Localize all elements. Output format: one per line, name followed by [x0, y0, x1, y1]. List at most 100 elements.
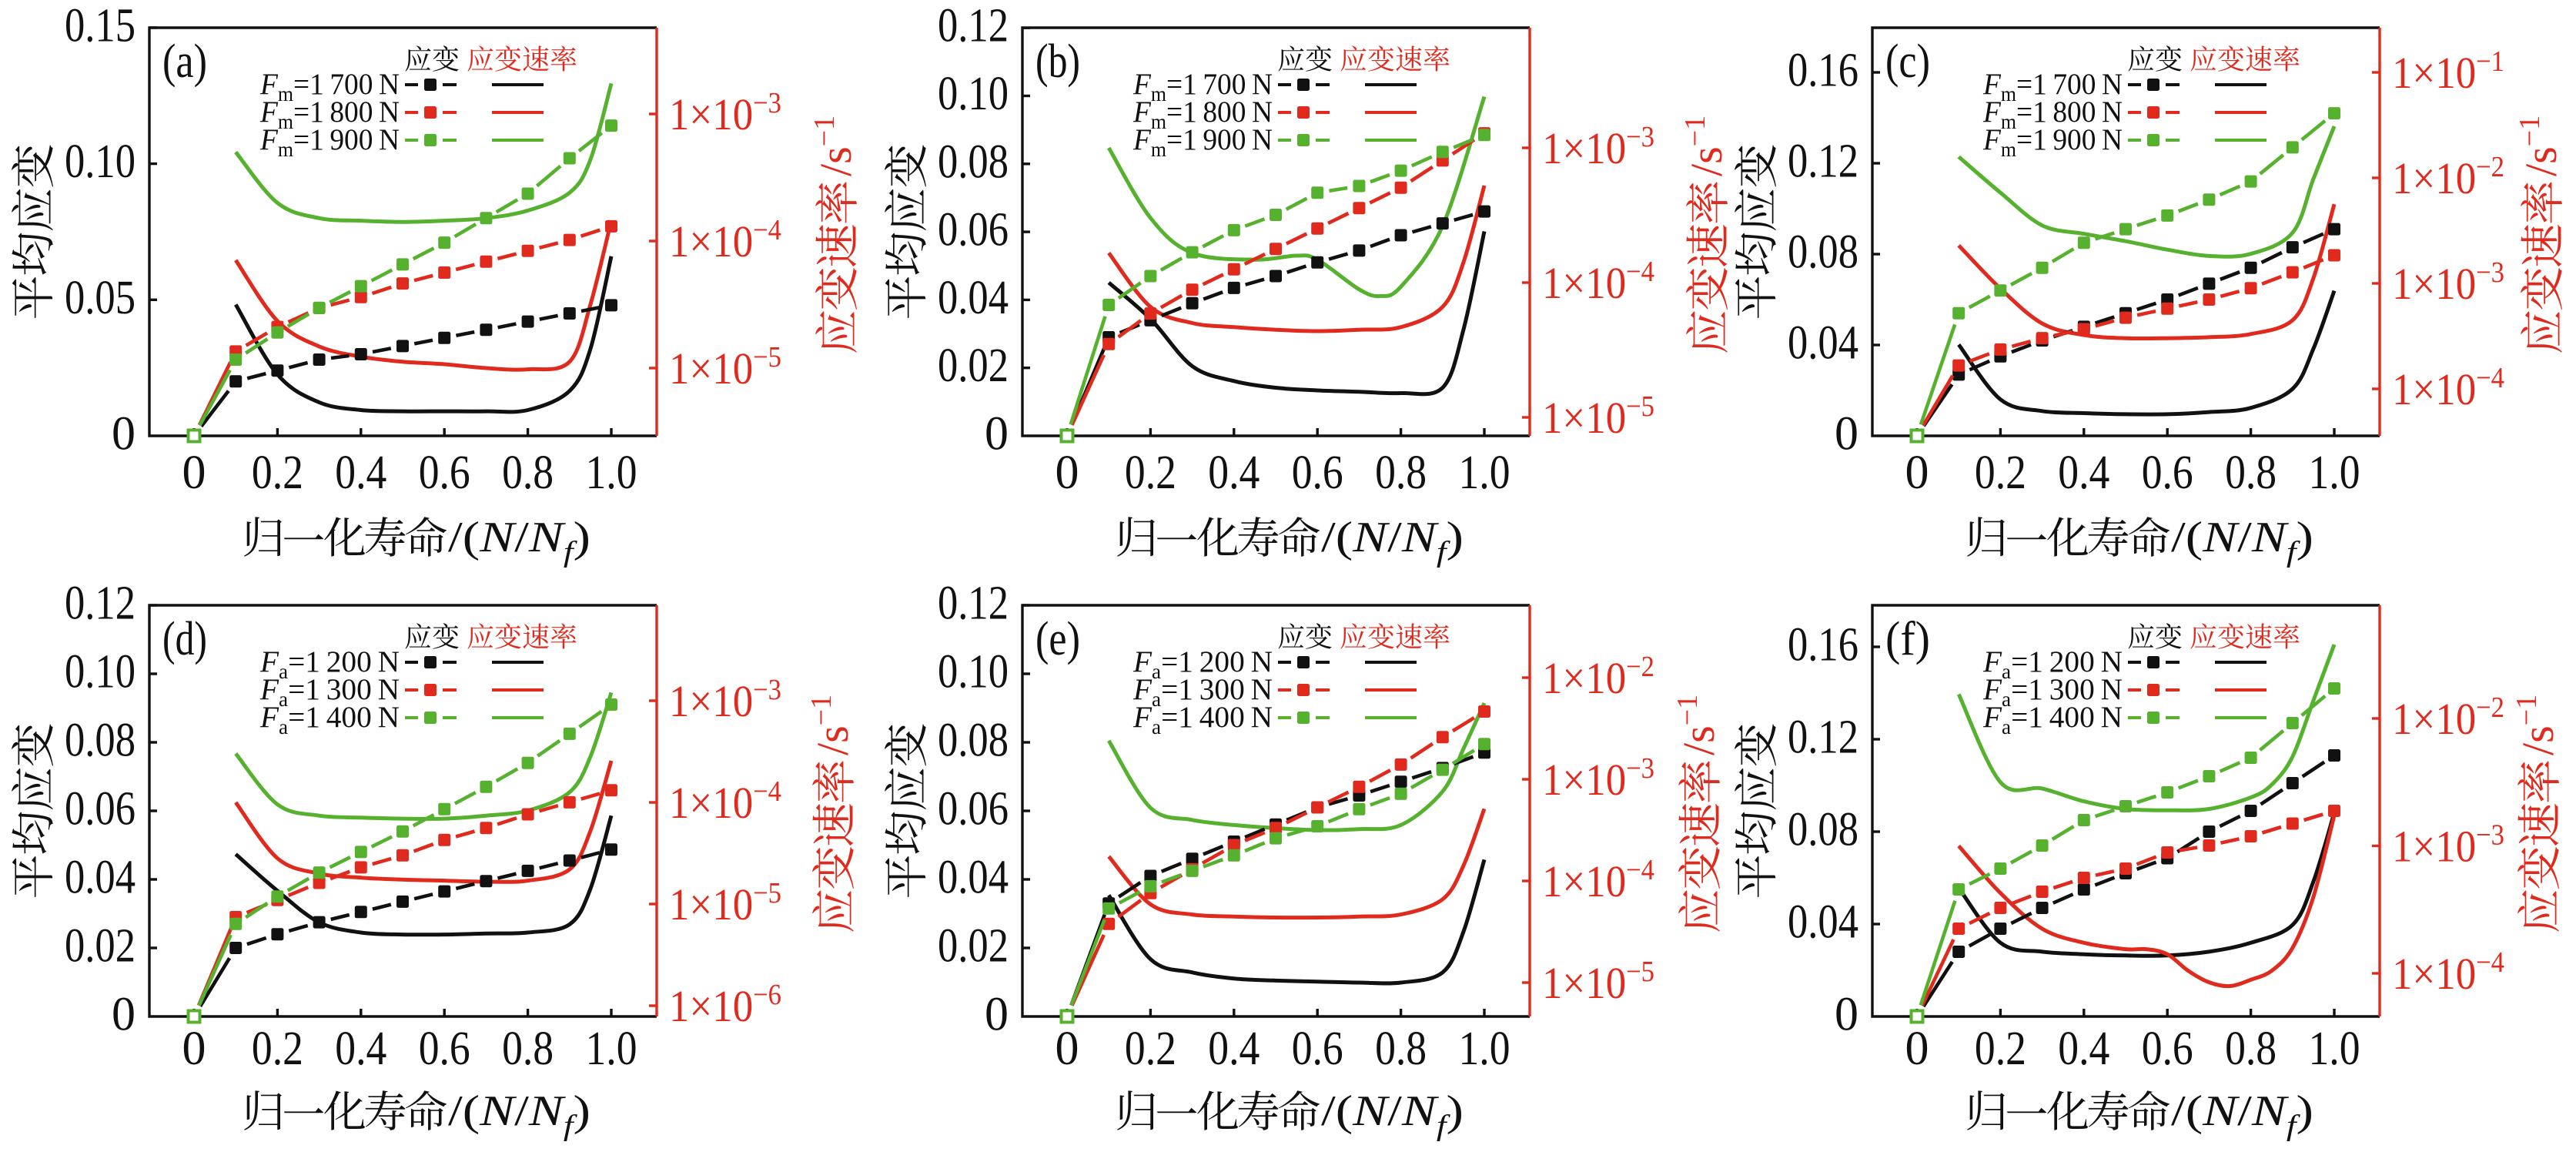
svg-text:0.04: 0.04 [1788, 896, 1858, 949]
svg-text:1.0: 1.0 [1459, 1023, 1510, 1075]
svg-text:1.0: 1.0 [2309, 447, 2360, 499]
svg-text:/s−1: /s−1 [2514, 116, 2566, 176]
svg-text:0.08: 0.08 [1788, 226, 1858, 279]
svg-text:1×10−4: 1×10−4 [2392, 362, 2504, 414]
svg-text:1×10−6: 1×10−6 [669, 979, 781, 1031]
svg-text:0.4: 0.4 [1208, 447, 1260, 499]
svg-text:1×10−3: 1×10−3 [2392, 256, 2504, 309]
svg-text:1×10−1: 1×10−1 [2392, 45, 2504, 98]
svg-text:Fa=1 200 N: Fa=1 200 N [1982, 645, 2123, 683]
svg-text:Fm=1 700 N: Fm=1 700 N [1132, 68, 1273, 105]
svg-text:1×10−2: 1×10−2 [2392, 151, 2504, 203]
svg-text:0.8: 0.8 [1375, 1023, 1427, 1075]
svg-text:/(N/Nf): /(N/N f) [1321, 514, 1464, 568]
svg-text:1×10−3: 1×10−3 [1542, 121, 1654, 173]
svg-text:Fm=1 700 N: Fm=1 700 N [1982, 68, 2123, 105]
svg-text:0: 0 [1055, 1023, 1079, 1075]
svg-text:0.12: 0.12 [1788, 712, 1858, 764]
svg-text:Fa=1 300 N: Fa=1 300 N [1132, 673, 1273, 711]
svg-text:0.08: 0.08 [938, 715, 1009, 767]
svg-text:1×10−2: 1×10−2 [2392, 692, 2504, 744]
svg-text:0.12: 0.12 [65, 578, 135, 630]
svg-text:Fa=1 300 N: Fa=1 300 N [1982, 673, 2123, 711]
svg-text:Fm=1 700 N: Fm=1 700 N [259, 68, 400, 105]
svg-text:0.8: 0.8 [502, 1023, 554, 1075]
svg-text:0.10: 0.10 [938, 68, 1009, 120]
svg-text:0.02: 0.02 [938, 340, 1009, 392]
svg-text:0: 0 [1905, 447, 1929, 499]
svg-text:0.06: 0.06 [938, 204, 1009, 256]
svg-text:/(N/Nf): /(N/N f) [448, 514, 590, 568]
svg-text:0.2: 0.2 [1975, 1023, 2026, 1075]
svg-text:0.16: 0.16 [1788, 45, 1858, 97]
svg-text:0.6: 0.6 [419, 447, 470, 499]
svg-text:Fm=1 800 N: Fm=1 800 N [1132, 95, 1273, 133]
svg-text:0.06: 0.06 [65, 783, 135, 836]
svg-text:0: 0 [182, 1023, 206, 1075]
svg-text:0.06: 0.06 [938, 783, 1009, 836]
svg-text:Fa=1 400 N: Fa=1 400 N [1982, 701, 2123, 738]
svg-text:0.4: 0.4 [1208, 1023, 1260, 1075]
svg-text:(f): (f) [1885, 613, 1930, 665]
svg-text:1×10−5: 1×10−5 [669, 341, 781, 393]
svg-text:1×10−4: 1×10−4 [1542, 854, 1654, 906]
svg-text:0: 0 [112, 989, 135, 1041]
svg-text:(b): (b) [1035, 35, 1080, 88]
svg-text:0.04: 0.04 [1788, 317, 1858, 370]
svg-text:(a): (a) [162, 35, 207, 88]
svg-text:1×10−5: 1×10−5 [1542, 956, 1654, 1008]
svg-text:1×10−5: 1×10−5 [1542, 390, 1654, 443]
svg-text:0.05: 0.05 [65, 272, 135, 324]
svg-text:Fa=1 200 N: Fa=1 200 N [259, 645, 400, 683]
svg-text:1×10−3: 1×10−3 [2392, 819, 2504, 872]
svg-text:1×10−4: 1×10−4 [669, 214, 781, 266]
svg-text:0.08: 0.08 [938, 136, 1009, 188]
svg-text:0.02: 0.02 [65, 920, 135, 973]
svg-text:1×10−3: 1×10−3 [669, 674, 781, 726]
svg-text:/s−1: /s−1 [1679, 116, 1731, 176]
svg-text:0.6: 0.6 [2142, 447, 2193, 499]
svg-text:0: 0 [112, 408, 135, 460]
svg-text:1×10−4: 1×10−4 [1542, 256, 1654, 308]
svg-text:0: 0 [985, 408, 1009, 460]
svg-text:Fa=1 200 N: Fa=1 200 N [1132, 645, 1273, 683]
svg-text:0: 0 [985, 989, 1009, 1041]
svg-text:0.8: 0.8 [2225, 1023, 2277, 1075]
svg-text:/s−1: /s−1 [1671, 695, 1724, 755]
svg-text:1×10−3: 1×10−3 [1542, 752, 1654, 805]
svg-text:(d): (d) [162, 613, 207, 665]
svg-text:0.2: 0.2 [1125, 447, 1176, 499]
svg-text:0.4: 0.4 [2058, 1023, 2109, 1075]
svg-text:1.0: 1.0 [1459, 447, 1510, 499]
svg-text:0.08: 0.08 [65, 715, 135, 767]
svg-text:0.8: 0.8 [1375, 447, 1427, 499]
svg-text:0: 0 [1835, 408, 1858, 460]
svg-text:0.04: 0.04 [938, 272, 1009, 324]
svg-text:/s−1: /s−1 [805, 695, 858, 755]
svg-text:0.04: 0.04 [938, 852, 1009, 904]
svg-text:0.6: 0.6 [419, 1023, 470, 1075]
svg-text:0.12: 0.12 [938, 0, 1009, 52]
svg-text:1×10−3: 1×10−3 [669, 87, 781, 139]
svg-text:1.0: 1.0 [586, 447, 637, 499]
svg-text:/(N/Nf): /(N/N f) [2171, 514, 2313, 568]
svg-text:1×10−5: 1×10−5 [669, 877, 781, 929]
svg-text:0.10: 0.10 [65, 646, 135, 698]
svg-text:0.16: 0.16 [1788, 619, 1858, 671]
svg-text:0: 0 [1055, 447, 1079, 499]
svg-text:0.2: 0.2 [1975, 447, 2026, 499]
svg-text:1.0: 1.0 [586, 1023, 637, 1075]
svg-text:0: 0 [1835, 989, 1858, 1041]
svg-text:/(N/Nf): /(N/N f) [1321, 1087, 1464, 1142]
svg-text:0: 0 [1905, 1023, 1929, 1075]
svg-text:0.15: 0.15 [65, 0, 135, 52]
svg-text:0.02: 0.02 [938, 920, 1009, 973]
svg-text:1×10−4: 1×10−4 [2392, 946, 2504, 999]
svg-text:0.2: 0.2 [252, 447, 303, 499]
svg-text:1×10−4: 1×10−4 [669, 775, 781, 828]
svg-text:Fm=1 900 N: Fm=1 900 N [259, 123, 400, 161]
svg-text:Fm=1 800 N: Fm=1 800 N [259, 95, 400, 133]
svg-text:Fm=1 800 N: Fm=1 800 N [1982, 95, 2123, 133]
svg-text:1×10−2: 1×10−2 [1542, 651, 1654, 703]
svg-text:0.8: 0.8 [2225, 447, 2277, 499]
